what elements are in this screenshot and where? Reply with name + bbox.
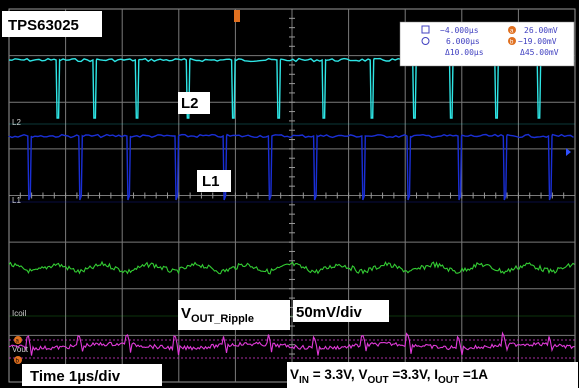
trace-icoil xyxy=(8,260,575,275)
cursor-b-marker[interactable] xyxy=(14,356,22,364)
channel-marker-l2: L2 xyxy=(12,118,21,127)
cursor-t2: 6.000µs xyxy=(446,37,480,46)
cursor-dt: Δ10.00µs xyxy=(445,48,484,57)
cursor-a-letter: a xyxy=(16,339,20,345)
cursor-t2-icon xyxy=(421,37,430,45)
cursor-v2: −19.00mV xyxy=(518,37,557,46)
cursor-b-letter: b xyxy=(16,359,20,365)
trigger-marker[interactable] xyxy=(234,10,240,22)
chart-title: TPS63025 xyxy=(8,17,79,34)
time-per-div-label: Time 1µs/div xyxy=(30,368,121,385)
trace-l1 xyxy=(8,133,574,201)
series-label-l2: L2 xyxy=(181,95,199,112)
cursor-readout: −4.000µs 6.000µs Δ10.00µs a b 26.00mV −1… xyxy=(399,21,575,67)
cursor-v1: 26.00mV xyxy=(524,26,558,35)
label-box-l1 xyxy=(197,170,231,192)
series-label-vout-ripple: VOUT_Ripple xyxy=(181,305,254,325)
title-box xyxy=(2,11,102,37)
label-box-time xyxy=(22,364,162,386)
label-box-vdiv xyxy=(293,300,389,322)
cursor-v1-letter: a xyxy=(510,29,514,35)
channel-marker-icoil: Icoil xyxy=(12,309,26,318)
channel-marker-l1: L1 xyxy=(12,196,21,205)
volts-per-div-label: 50mV/div xyxy=(296,304,363,321)
label-box-vout-ripple xyxy=(178,300,290,330)
label-box-l2 xyxy=(178,92,210,114)
label-box-conditions xyxy=(287,362,578,388)
test-conditions: VIN = 3.3V, VOUT =3.3V, IOUT =1A xyxy=(290,367,488,386)
cursor-v2-letter: b xyxy=(510,40,514,46)
offset-marker-right xyxy=(566,148,571,156)
cursor-t1-icon xyxy=(421,25,430,34)
cursor-a-marker[interactable] xyxy=(14,336,22,344)
channel-marker-vout: Vout xyxy=(12,345,29,354)
cursor-t1: −4.000µs xyxy=(440,26,479,35)
trace-vout-ripple xyxy=(8,331,575,356)
series-label-l1: L1 xyxy=(202,173,220,190)
cursor-dv: Δ45.00mV xyxy=(520,48,559,57)
